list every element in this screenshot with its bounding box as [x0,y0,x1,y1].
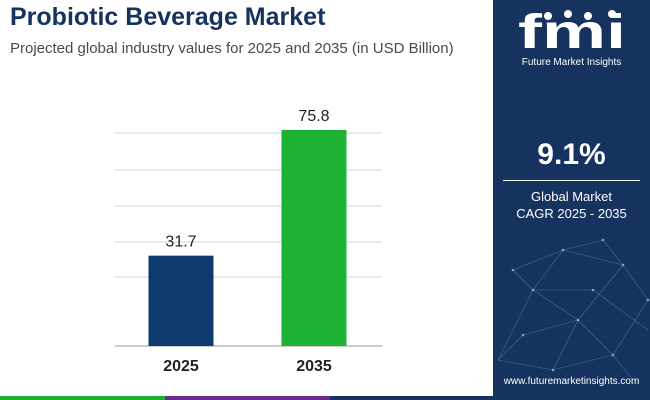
x-tick-label-2025: 2025 [163,358,199,375]
fmi-logo: fmi [518,6,626,56]
cagr-value: 9.1% [537,138,606,171]
footer-strip-green [0,396,165,400]
cagr-label: Global Market CAGR 2025 - 2035 [493,188,650,222]
svg-text:fmi: fmi [518,6,626,56]
chart-title: Probiotic Beverage Market [10,3,326,31]
bar-chart: 31.7 75.8 2025 2035 [115,108,382,375]
bar-value-label-2035: 75.8 [298,108,329,125]
bar-2035 [281,129,347,346]
bar-value-label-2025: 31.7 [165,234,196,251]
cagr-label-line2: CAGR 2025 - 2035 [516,206,627,221]
logo-wordmark: Future Market Insights [521,57,622,68]
footer-strip-purple [165,396,330,400]
footer-strip-navy [330,396,650,400]
bar-2025 [148,255,214,346]
website-url: www.futuremarketinsights.com [503,376,640,387]
network-graphic [497,238,650,381]
cagr-label-line1: Global Market [531,189,612,204]
chart-subtitle: Projected global industry values for 202… [10,40,454,57]
footer-color-strip [0,396,650,400]
x-tick-label-2035: 2035 [296,358,332,375]
brand-panel: fmi Future Market Insights 9.1% Global M… [493,0,650,400]
cagr-divider [503,180,640,181]
